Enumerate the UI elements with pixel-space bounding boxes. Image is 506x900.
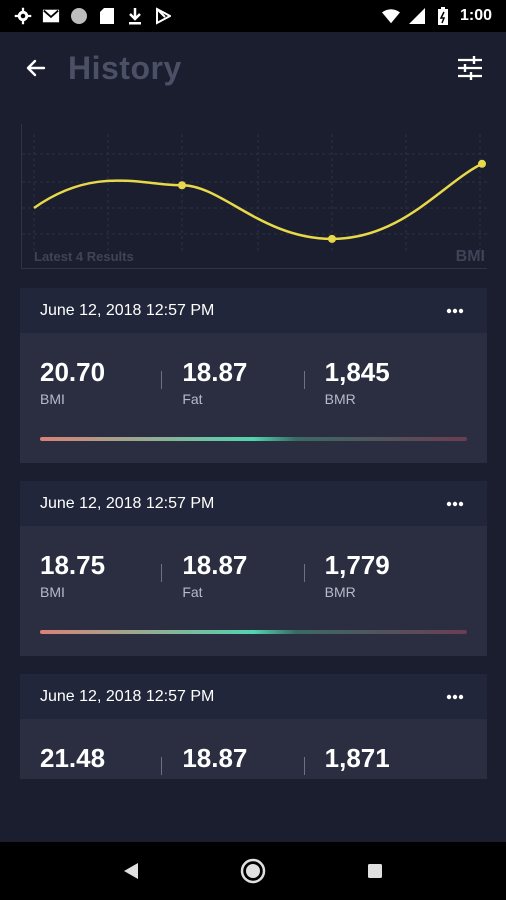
bmi-range-bar (40, 437, 467, 441)
metric-bmi: 21.48 BMI (40, 743, 182, 779)
more-horiz-icon (446, 501, 464, 506)
bmi-range-bar (40, 630, 467, 634)
page-title: History (68, 49, 182, 86)
metric-bmi: 20.70 BMI (40, 357, 182, 407)
metric-divider (161, 371, 163, 389)
metric-divider (161, 564, 163, 582)
history-card[interactable]: June 12, 2018 12:57 PM 20.70 BMI 18.87 F… (20, 288, 487, 463)
bmi-label: BMI (40, 391, 65, 407)
signal-icon (408, 7, 426, 25)
fat-label: Fat (182, 584, 203, 600)
card-body: 18.75 BMI 18.87 Fat 1,779 BMR (20, 526, 487, 656)
nav-back-button[interactable] (111, 851, 151, 891)
bmr-value: 1,779 (324, 550, 390, 580)
metric-fat: 18.87 Fat (161, 550, 324, 600)
more-horiz-icon (446, 308, 464, 313)
card-body: 20.70 BMI 18.87 Fat 1,845 BMR (20, 333, 487, 463)
nav-recents-icon (368, 864, 382, 878)
more-button[interactable] (443, 492, 467, 516)
gmail-icon (42, 7, 60, 25)
bmr-label: BMR (325, 777, 467, 779)
chart-point[interactable] (478, 159, 486, 168)
more-button[interactable] (443, 299, 467, 323)
metrics-row: 18.75 BMI 18.87 Fat 1,779 BMR (20, 526, 487, 600)
fat-label: Fat (182, 391, 203, 407)
metrics-row: 21.48 BMI 18.87 Fat 1,871 BMR (20, 719, 487, 779)
bmi-label: BMI (40, 777, 182, 779)
metric-divider (303, 564, 305, 582)
record-date: June 12, 2018 12:57 PM (40, 494, 215, 512)
chart-point[interactable] (328, 234, 336, 243)
arrow-back-icon (26, 59, 46, 77)
bmr-label: BMR (324, 391, 356, 407)
history-card[interactable]: June 12, 2018 12:57 PM 21.48 BMI 18.87 F… (20, 674, 487, 779)
bmr-value: 1,871 (324, 743, 390, 773)
battery-icon (434, 7, 452, 25)
more-button[interactable] (443, 685, 467, 709)
status-bar: 1:00 (0, 0, 506, 32)
chart-axis-label: BMI (455, 248, 485, 265)
bmr-label: BMR (324, 584, 356, 600)
bmi-value: 18.75 (40, 550, 106, 580)
list-bottom-mask (0, 780, 506, 842)
metric-bmr: 1,779 BMR (303, 550, 467, 600)
filter-button[interactable] (454, 52, 486, 84)
chart-point[interactable] (178, 181, 186, 190)
card-header: June 12, 2018 12:57 PM (20, 674, 487, 719)
record-date: June 12, 2018 12:57 PM (40, 301, 215, 319)
nav-home-icon (240, 858, 266, 884)
nav-back-icon (124, 863, 138, 879)
settings-icon (14, 7, 32, 25)
chart-svg (22, 134, 488, 254)
fat-label: Fat (182, 777, 324, 779)
metrics-row: 20.70 BMI 18.87 Fat 1,845 BMR (20, 333, 487, 407)
status-icons-left (14, 7, 172, 25)
back-button[interactable] (20, 52, 52, 84)
metric-divider (303, 757, 305, 775)
chart-caption: Latest 4 Results (34, 249, 134, 264)
metric-divider (303, 371, 305, 389)
system-nav-bar (0, 842, 506, 900)
tune-icon (458, 56, 482, 80)
metric-bmr: 1,871 BMR (303, 743, 467, 779)
status-time: 1:00 (459, 7, 492, 24)
download-icon (126, 7, 144, 25)
bmi-value: 20.70 (40, 357, 106, 387)
app-bar: History (0, 32, 506, 104)
bmi-chart: Latest 4 Results BMI (21, 124, 488, 269)
circle-icon (70, 7, 88, 25)
nav-recents-button[interactable] (355, 851, 395, 891)
more-horiz-icon (446, 694, 464, 699)
status-icons-right: 1:00 (381, 7, 492, 25)
metric-bmr: 1,845 BMR (303, 357, 467, 407)
bmi-label: BMI (40, 584, 65, 600)
metric-fat: 18.87 Fat (161, 357, 324, 407)
play-store-icon (154, 7, 172, 25)
fat-value: 18.87 (182, 743, 248, 773)
card-header: June 12, 2018 12:57 PM (20, 288, 487, 333)
sd-card-icon (98, 7, 116, 25)
card-body: 21.48 BMI 18.87 Fat 1,871 BMR (20, 719, 487, 779)
history-card[interactable]: June 12, 2018 12:57 PM 18.75 BMI 18.87 F… (20, 481, 487, 656)
metric-divider (161, 757, 163, 775)
card-header: June 12, 2018 12:57 PM (20, 481, 487, 526)
bmi-value: 21.48 (40, 743, 106, 773)
bmr-value: 1,845 (324, 357, 390, 387)
metric-fat: 18.87 Fat (161, 743, 324, 779)
fat-value: 18.87 (182, 357, 248, 387)
metric-bmi: 18.75 BMI (40, 550, 182, 600)
chart-series-line (33, 162, 483, 241)
record-date: June 12, 2018 12:57 PM (40, 687, 215, 705)
wifi-icon (381, 7, 400, 25)
fat-value: 18.87 (182, 550, 248, 580)
nav-home-button[interactable] (233, 851, 273, 891)
